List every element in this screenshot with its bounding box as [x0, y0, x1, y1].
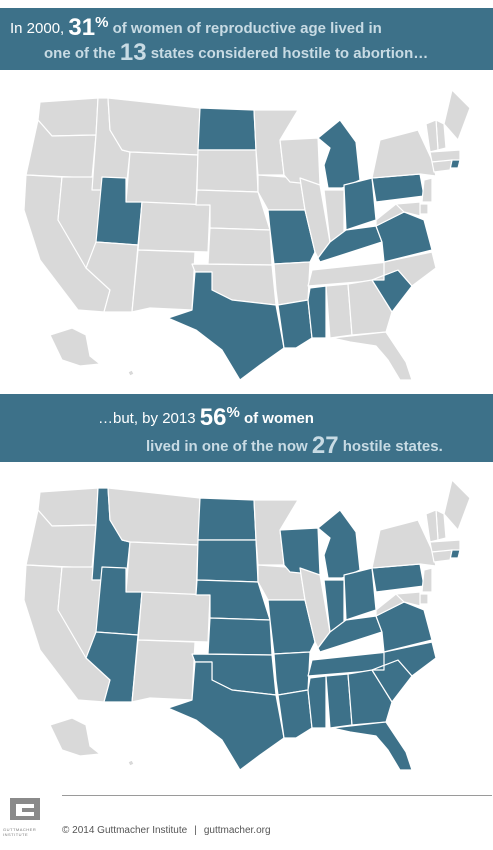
state-me [443, 479, 471, 531]
copyright-text: © 2014 Guttmacher Institute [62, 825, 188, 836]
banner-2000-percent: 31 [68, 14, 96, 41]
banner-2000-percent-sign: % [95, 14, 109, 31]
state-mt [107, 97, 201, 156]
logo-text: GUTTMACHER INSTITUTE [3, 827, 37, 837]
state-nj [421, 177, 433, 203]
state-hi [127, 759, 135, 767]
footer-divider [62, 795, 492, 796]
banner-2000-line2-b: states considered hostile to abortion… [146, 45, 429, 62]
map-2000 [0, 80, 493, 380]
state-fl [331, 721, 413, 770]
state-nd [197, 497, 257, 541]
state-sd [196, 149, 259, 193]
state-wy [125, 541, 199, 596]
us-map-2000 [23, 89, 471, 380]
state-co [137, 201, 211, 253]
state-vt [425, 509, 439, 543]
state-ms [307, 675, 327, 729]
state-ar [273, 651, 311, 696]
state-de [419, 593, 429, 605]
banner-2000-line1-rest: of women of reproductive age lived in [108, 20, 382, 37]
state-nd [197, 107, 257, 151]
banner-2013-line1-b: of women [239, 410, 314, 427]
state-sd [196, 539, 259, 583]
banner-2013-line-1: …but, by 2013 56% of women [98, 404, 314, 432]
banner-2000-line-2: one of the 13 states considered hostile … [44, 39, 428, 67]
state-vt [425, 119, 439, 153]
state-ct [431, 159, 453, 173]
banner-2013: …but, by 2013 56% of women lived in one … [0, 394, 493, 462]
state-ms [307, 285, 327, 339]
banner-2000: In 2000, 31% of women of reproductive ag… [0, 8, 493, 70]
website-link[interactable]: guttmacher.org [203, 825, 271, 836]
state-nc [371, 641, 437, 677]
banner-2000-line-1: In 2000, 31% of women of reproductive ag… [10, 14, 382, 42]
state-pa [371, 563, 425, 593]
state-nc [371, 251, 437, 287]
state-co [137, 591, 211, 643]
us-map-2013 [23, 479, 471, 770]
banner-2013-line1-a: …but, by 2013 [98, 410, 196, 427]
banner-2013-percent-sign: % [226, 404, 240, 421]
state-nm [131, 639, 196, 703]
state-md [395, 591, 421, 607]
state-ks [207, 227, 273, 266]
state-fl [331, 331, 413, 380]
banner-2013-count: 27 [311, 432, 339, 459]
state-tx [167, 271, 285, 380]
state-de [419, 203, 429, 215]
state-ar [273, 261, 311, 306]
state-ga [347, 279, 393, 336]
banner-2013-line2-b: hostile states. [338, 438, 443, 455]
state-ks [207, 617, 273, 656]
banner-2013-line2-a: lived in one of the now [146, 438, 308, 455]
state-ny [371, 519, 437, 569]
banner-2013-percent: 56 [199, 404, 227, 431]
state-md [395, 201, 421, 217]
footer-separator: | [194, 825, 197, 836]
state-nj [421, 567, 433, 593]
banner-2000-count: 13 [119, 39, 147, 66]
guttmacher-logo [10, 798, 40, 820]
state-ct [431, 549, 453, 563]
state-ak [49, 327, 101, 367]
state-mi [317, 119, 361, 189]
state-nm [131, 249, 196, 313]
banner-2013-line-2: lived in one of the now 27 hostile state… [146, 432, 443, 460]
banner-2000-line2-a: one of the [44, 45, 116, 62]
footer-text: © 2014 Guttmacher Institute | guttmacher.o… [62, 825, 271, 836]
state-oh [343, 567, 377, 621]
state-la [277, 299, 313, 349]
state-la [277, 689, 313, 739]
map-2013 [0, 470, 493, 770]
state-ny [371, 129, 437, 179]
state-pa [371, 173, 425, 203]
state-tx [167, 661, 285, 770]
state-mt [107, 487, 201, 546]
state-mi [317, 509, 361, 579]
banner-2000-prefix: In 2000, [10, 20, 65, 37]
state-hi [127, 369, 135, 377]
state-wy [125, 151, 199, 206]
state-ak [49, 717, 101, 757]
state-ga [347, 669, 393, 726]
state-oh [343, 177, 377, 231]
state-me [443, 89, 471, 141]
